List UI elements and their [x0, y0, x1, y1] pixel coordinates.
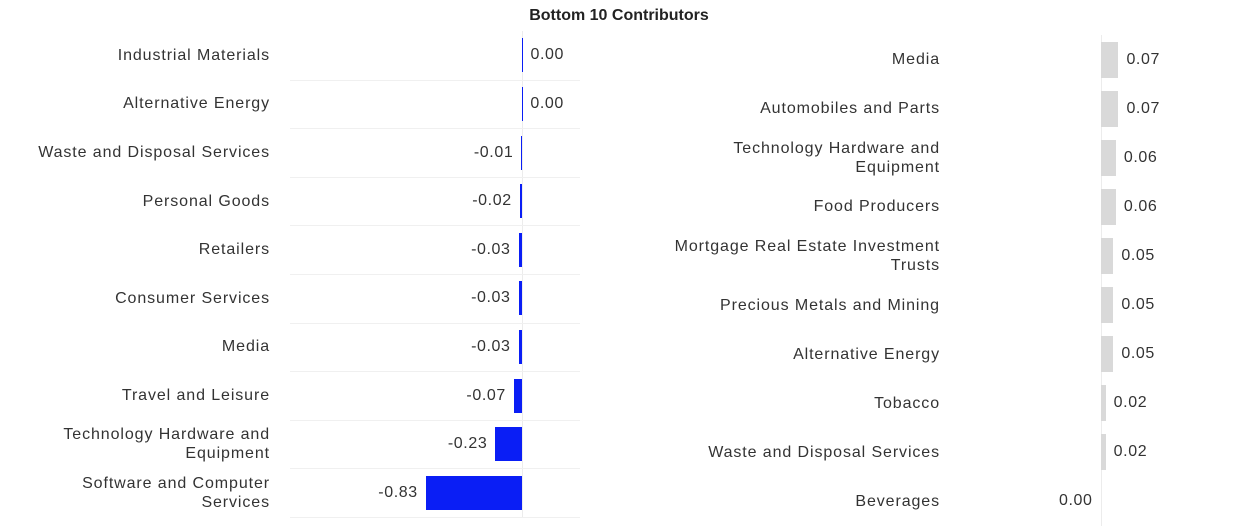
bar	[1101, 434, 1106, 470]
bar	[1101, 287, 1114, 323]
category-label: Consumer Services	[20, 276, 270, 320]
category-label: Personal Goods	[20, 179, 270, 223]
category-label: Travel and Leisure	[20, 374, 270, 418]
value-label: 0.06	[1124, 197, 1158, 217]
value-label: 0.00	[530, 45, 564, 65]
value-label: -0.01	[474, 143, 513, 163]
bar	[426, 476, 522, 510]
row-separator	[290, 420, 580, 421]
bar	[520, 184, 522, 218]
value-label: 0.05	[1121, 344, 1155, 364]
value-label: -0.02	[472, 191, 511, 211]
row-separator	[290, 128, 580, 129]
bar	[519, 281, 522, 315]
row-separator	[290, 80, 580, 81]
value-label: 0.00	[1059, 491, 1093, 511]
category-label: Automobiles and Parts	[672, 87, 940, 131]
category-label: Industrial Materials	[20, 33, 270, 77]
category-label: Retailers	[20, 228, 270, 272]
category-label: Food Producers	[672, 185, 940, 229]
bar	[1101, 91, 1119, 127]
value-label: 0.07	[1126, 50, 1160, 70]
value-label: -0.23	[448, 434, 487, 454]
category-label: Technology Hardware and Equipment	[672, 136, 940, 180]
row-separator	[290, 468, 580, 469]
bar	[519, 233, 522, 267]
category-label: Media	[20, 325, 270, 369]
bar	[521, 136, 522, 170]
value-label: 0.06	[1124, 148, 1158, 168]
bar	[514, 379, 522, 413]
row-separator	[290, 517, 580, 518]
row-separator	[290, 323, 580, 324]
category-label: Alternative Energy	[672, 332, 940, 376]
category-label: Precious Metals and Mining	[672, 283, 940, 327]
category-label: Alternative Energy	[20, 82, 270, 126]
chart-title: Bottom 10 Contributors	[0, 7, 1238, 25]
row-separator	[290, 274, 580, 275]
row-separator	[290, 225, 580, 226]
value-label: -0.07	[466, 386, 505, 406]
value-label: 0.02	[1114, 442, 1148, 462]
category-label: Beverages	[672, 479, 940, 523]
value-label: -0.03	[471, 240, 510, 260]
category-label: Tobacco	[672, 381, 940, 425]
bar	[519, 330, 522, 364]
bar	[1101, 336, 1114, 372]
bar	[1101, 189, 1116, 225]
bar	[495, 427, 522, 461]
bar	[1101, 140, 1116, 176]
row-separator	[290, 177, 580, 178]
value-label: -0.03	[471, 288, 510, 308]
value-label: 0.05	[1121, 246, 1155, 266]
value-label: 0.00	[530, 94, 564, 114]
value-label: 0.05	[1121, 295, 1155, 315]
category-label: Waste and Disposal Services	[20, 131, 270, 175]
category-label: Technology Hardware and Equipment	[20, 422, 270, 466]
category-label: Mortgage Real Estate Investment Trusts	[672, 234, 940, 278]
value-label: -0.03	[471, 337, 510, 357]
value-label: 0.07	[1126, 99, 1160, 119]
value-label: -0.83	[378, 483, 417, 503]
row-separator	[290, 371, 580, 372]
category-label: Waste and Disposal Services	[672, 430, 940, 474]
category-label: Media	[672, 38, 940, 82]
bar	[1101, 238, 1114, 274]
category-label: Software and Computer Services	[20, 471, 270, 515]
bar	[1101, 385, 1106, 421]
value-label: 0.02	[1114, 393, 1148, 413]
bar	[1101, 42, 1119, 78]
